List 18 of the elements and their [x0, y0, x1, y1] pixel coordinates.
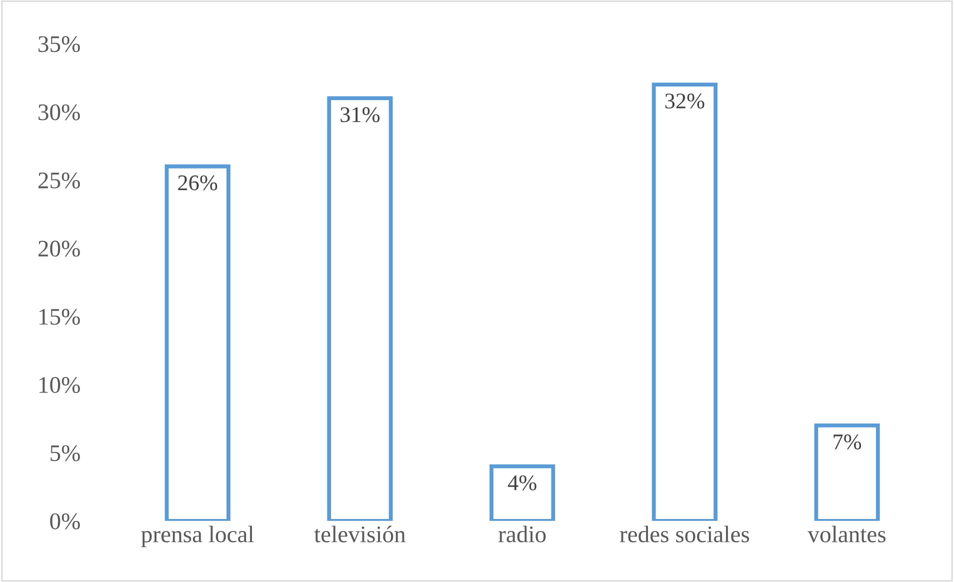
data-label: 4%	[508, 475, 536, 490]
y-tick-label: 35%	[38, 36, 80, 52]
data-label: 32%	[665, 94, 704, 109]
y-tick-label: 15%	[40, 308, 80, 325]
x-tick-label: volantes	[808, 526, 886, 542]
data-label: 7%	[834, 434, 862, 450]
y-tick-label: 5%	[50, 445, 80, 462]
y-tick-label: 25%	[38, 172, 80, 189]
y-tick-label: 30%	[38, 104, 80, 120]
y-tick-label: 20%	[38, 240, 80, 257]
x-tick-label: radio	[498, 526, 546, 542]
x-tick-label: prensa local	[141, 526, 254, 548]
x-tick-label: redes sociales	[620, 526, 750, 542]
x-tick-label: televisión	[314, 526, 406, 542]
data-label: 26%	[178, 175, 218, 190]
y-tick-label: 10%	[40, 377, 80, 394]
y-tick-label: 0%	[50, 513, 80, 530]
data-label: 31%	[340, 107, 380, 122]
